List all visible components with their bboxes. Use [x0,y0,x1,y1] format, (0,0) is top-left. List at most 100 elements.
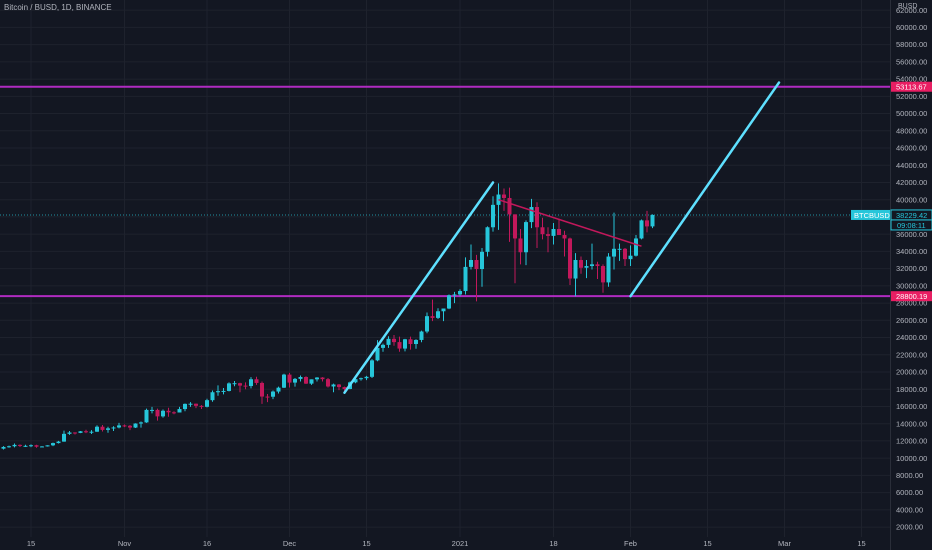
level-price-tag [891,291,932,302]
candle-down [194,403,198,406]
current-price-tag-text: 38229.42 [896,211,927,220]
time-tick-label: 15 [703,539,711,548]
symbol-tag [851,209,890,220]
price-tick-label: 22000.00 [896,350,927,359]
candle-down [397,342,402,349]
price-tick-label: 48000.00 [896,126,927,135]
candle-down [18,444,22,446]
candle-up [480,251,484,270]
candle-up [210,392,215,401]
candle-up [436,311,440,318]
candle-down [562,235,567,239]
candle-up [205,400,209,407]
candle-down [623,248,627,260]
horizontal-levels [0,85,890,298]
candle-up [463,266,468,292]
candle-up [282,374,286,388]
price-tick-label: 62000.00 [896,6,927,15]
candle-down [320,377,325,380]
candle-up [117,425,121,428]
candle-up [524,222,528,253]
price-tick-label: 32000.00 [896,264,927,273]
candle-down [568,238,572,279]
candle-down [507,197,512,215]
candle-down [342,387,347,389]
candle-up [56,441,61,444]
candle-up [227,383,231,391]
candle-up [370,360,374,377]
candle-up [271,391,275,397]
candle-up [89,431,94,433]
candle-down [260,382,264,397]
candle-down [172,412,176,414]
candle-up [403,339,407,349]
candle-up [315,377,319,380]
candles [1,183,655,450]
time-tick-label: 18 [549,539,557,548]
candle-down [254,379,259,383]
countdown-tag [890,219,932,231]
drawings [343,81,781,394]
price-tick-label: 30000.00 [896,281,927,290]
candle-down [392,338,396,343]
price-tick-label: 50000.00 [896,109,927,118]
price-tick-label: 12000.00 [896,437,927,446]
candle-up [183,403,187,410]
candle-up [491,204,495,228]
candle-down [518,238,523,253]
candle-down [535,207,539,228]
price-tick-label: 8000.00 [896,471,923,480]
candle-down [557,228,561,236]
candle-up [634,238,638,256]
candle-up [133,423,138,428]
candle-up [45,445,50,447]
candle-up [150,409,154,411]
candle-up [353,379,358,383]
level-price-tag-text: 53113.67 [896,83,927,92]
time-axis: 15Nov16Dec15202118Feb15Mar15Apr15May17Ju… [27,539,866,548]
candle-up [139,422,143,424]
candle-down [601,266,605,283]
candle-up [452,294,457,296]
candle-down [579,260,583,268]
price-tick-label: 58000.00 [896,40,927,49]
candle-up [551,228,556,236]
price-tick-label: 60000.00 [896,23,927,32]
price-tick-label: 40000.00 [896,195,927,204]
candle-up [78,431,83,433]
price-tick-label: 6000.00 [896,488,923,497]
candle-up [606,256,611,283]
grid [0,0,890,537]
price-tick-label: 46000.00 [896,144,927,153]
candle-up [249,379,253,387]
candle-up [106,428,110,430]
candle-down [166,410,171,413]
candle-up [12,444,17,447]
candle-up [144,409,149,423]
resistance-line [498,198,642,247]
candle-up [628,255,633,260]
time-tick-label: Nov [118,539,132,548]
candle-down [155,409,160,417]
price-tick-label: 26000.00 [896,316,927,325]
candle-down [238,383,242,386]
candle-down [513,214,517,239]
candle-down [408,339,413,345]
candle-down [430,316,435,318]
candle-up [29,445,33,447]
symbol-tag-text: BTCBUSD [854,211,890,220]
price-tick-label: 2000.00 [896,523,923,532]
candle-up [309,379,314,384]
candle-down [199,405,204,407]
candle-down [122,425,127,427]
trend-line-rise [343,181,495,394]
candle-up [359,378,363,380]
candle-up [51,443,55,446]
time-tick-label: 2021 [452,539,469,548]
candle-up [639,220,644,239]
time-tick-label: 15 [857,539,865,548]
candle-up [469,260,473,267]
candle-up [23,445,28,447]
candle-down [243,385,248,387]
